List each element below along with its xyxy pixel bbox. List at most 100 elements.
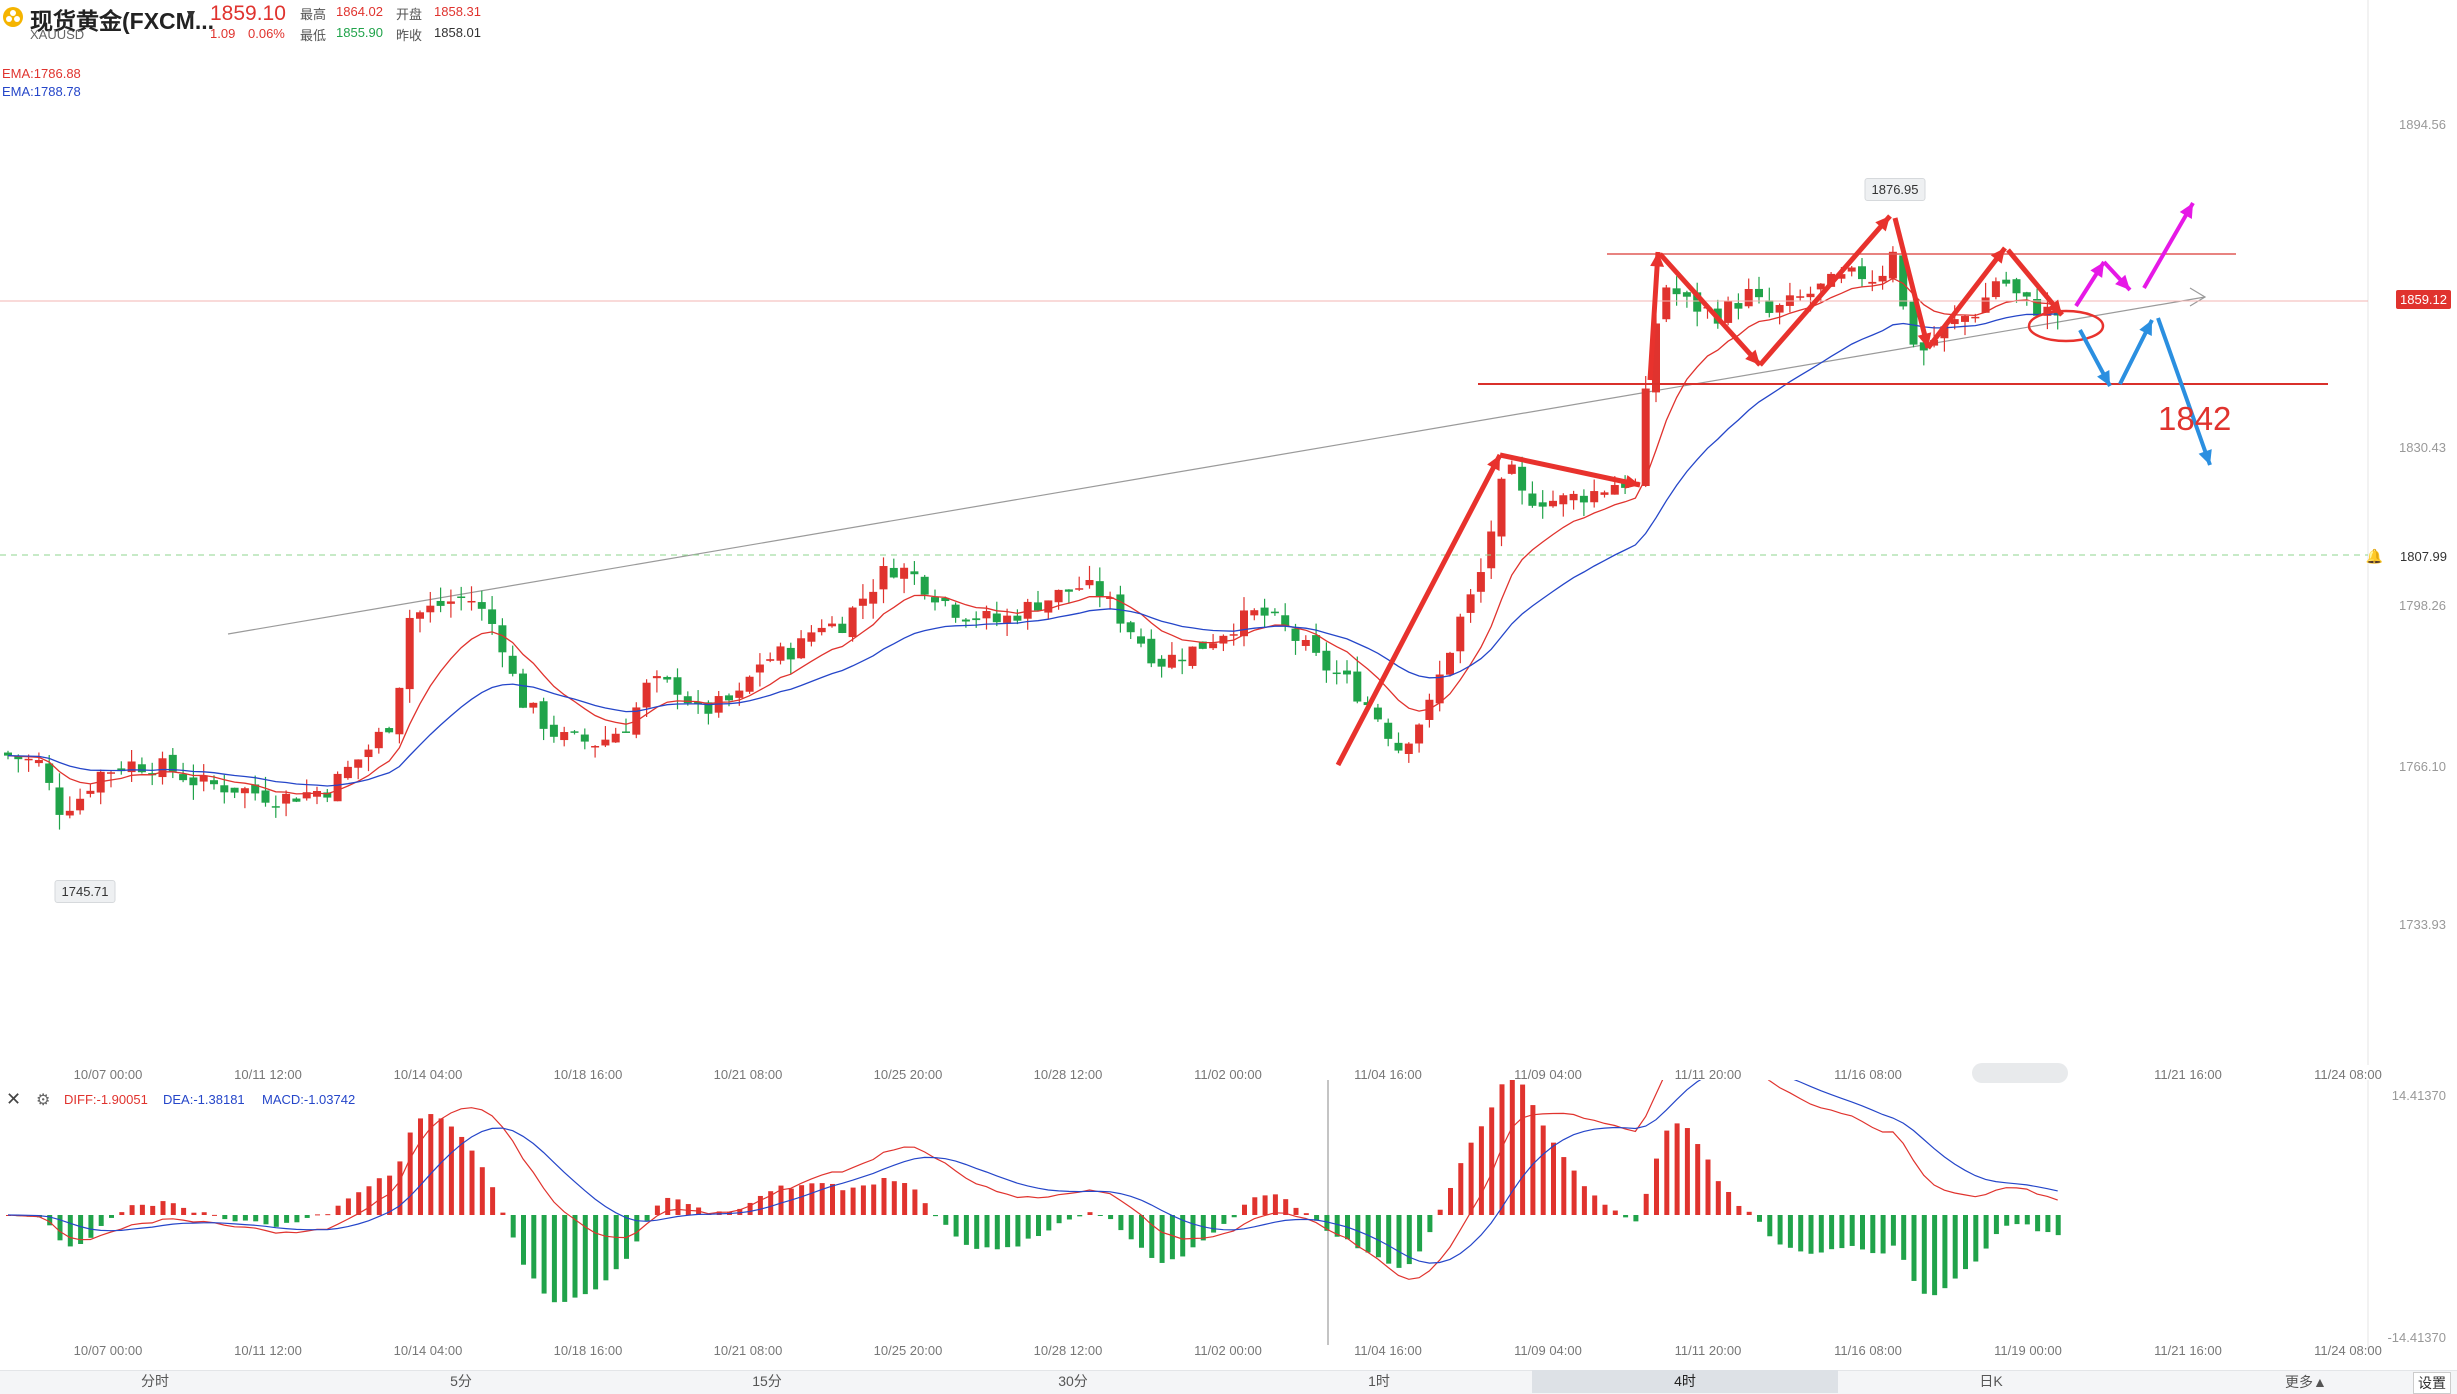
gold-symbol-icon bbox=[3, 7, 23, 27]
macd-bar bbox=[1592, 1195, 1598, 1215]
time-tick-label: 10/14 04:00 bbox=[393, 1067, 463, 1082]
candle-body bbox=[1456, 616, 1465, 652]
period-tab-2[interactable]: 15分 bbox=[752, 1373, 782, 1389]
macd-bar bbox=[1303, 1213, 1309, 1215]
candle-body bbox=[1126, 622, 1135, 633]
close-indicator-icon[interactable]: ✕ bbox=[6, 1089, 22, 1109]
candle-body bbox=[374, 731, 383, 749]
macd-bar bbox=[1726, 1191, 1732, 1215]
macd-bar bbox=[160, 1201, 166, 1215]
macd-bar bbox=[345, 1198, 351, 1215]
macd-bar bbox=[1005, 1215, 1011, 1248]
candle-body bbox=[1940, 326, 1949, 339]
macd-bar bbox=[654, 1205, 660, 1215]
candle-body bbox=[1888, 251, 1897, 279]
macd-bar bbox=[1973, 1215, 1979, 1262]
alert-bell-icon[interactable]: 🔔 bbox=[2365, 548, 2383, 564]
trend-line bbox=[227, 296, 2206, 635]
wave-arrow-7-head bbox=[1990, 248, 2005, 264]
candle-body bbox=[797, 638, 806, 659]
candle-body bbox=[168, 754, 177, 772]
macd-bar bbox=[757, 1195, 763, 1215]
macd-bar bbox=[304, 1215, 310, 1218]
candle-body bbox=[1167, 654, 1176, 668]
candle-body bbox=[673, 677, 682, 695]
candle-body bbox=[4, 752, 12, 756]
candle-body bbox=[1672, 288, 1681, 295]
candle-body bbox=[457, 596, 466, 599]
candle-body bbox=[1219, 635, 1228, 644]
candle-body bbox=[1528, 493, 1537, 506]
macd-bar bbox=[531, 1215, 537, 1279]
period-tab-1[interactable]: 5分 bbox=[450, 1373, 472, 1389]
time-tick-label: 10/07 00:00 bbox=[73, 1343, 143, 1358]
candle-body bbox=[343, 766, 352, 779]
candle-body bbox=[735, 690, 744, 698]
candle-body bbox=[1106, 597, 1115, 599]
macd-chart[interactable] bbox=[0, 1080, 2457, 1350]
candle-body bbox=[65, 810, 74, 816]
symbol-name[interactable]: 现货黄金(FXCM... bbox=[30, 8, 214, 34]
period-tab-3[interactable]: 30分 bbox=[1058, 1373, 1088, 1389]
period-tab-6[interactable]: 日K bbox=[1979, 1373, 2003, 1389]
time-tick-label: 11/16 08:00 bbox=[1834, 1067, 1902, 1082]
macd-bar bbox=[685, 1204, 691, 1215]
candle-body bbox=[1816, 283, 1825, 290]
candle-body bbox=[1085, 579, 1094, 586]
macd-bar bbox=[1921, 1215, 1927, 1294]
candle-body bbox=[951, 604, 960, 618]
macd-bar bbox=[2035, 1215, 2041, 1232]
period-tab-0[interactable]: 分时 bbox=[141, 1373, 169, 1389]
macd-bar bbox=[1252, 1197, 1258, 1215]
candle-body bbox=[549, 724, 558, 737]
macd-bar bbox=[933, 1215, 938, 1217]
candlestick-chart[interactable] bbox=[0, 0, 2457, 1065]
candle-body bbox=[1549, 500, 1557, 507]
macd-bar bbox=[212, 1214, 217, 1216]
macd-bar bbox=[1602, 1204, 1608, 1215]
candle-body bbox=[910, 571, 919, 575]
macd-bar bbox=[366, 1186, 372, 1215]
indicator-settings-icon[interactable]: ⚙ bbox=[36, 1092, 51, 1109]
settings-button[interactable]: 设置 bbox=[2413, 1372, 2451, 1394]
period-tab-5[interactable]: 4时 bbox=[1532, 1370, 1838, 1393]
macd-bar bbox=[284, 1215, 290, 1223]
wave-arrow-5-head bbox=[1875, 216, 1890, 232]
time-tick-label: 10/18 16:00 bbox=[553, 1343, 623, 1358]
wave-arrow-7 bbox=[1926, 246, 2007, 350]
macd-bar bbox=[1097, 1215, 1103, 1217]
period-tab-4[interactable]: 1时 bbox=[1368, 1373, 1390, 1389]
macd-bar bbox=[1211, 1215, 1217, 1233]
candle-body bbox=[2033, 299, 2042, 316]
bear-arrow-3 bbox=[2156, 317, 2212, 466]
macd-bar bbox=[150, 1205, 156, 1215]
macd-bar bbox=[1509, 1080, 1515, 1215]
candle-body bbox=[1755, 288, 1763, 298]
macd-bar bbox=[1983, 1215, 1989, 1249]
symbol-dropdown-icon[interactable]: ▼ bbox=[184, 6, 198, 22]
macd-diff-legend: DIFF:-1.90051 bbox=[64, 1092, 148, 1107]
macd-bar bbox=[242, 1215, 248, 1221]
macd-bar bbox=[1860, 1215, 1865, 1250]
macd-bar bbox=[397, 1161, 403, 1215]
macd-bar bbox=[448, 1126, 454, 1215]
candle-body bbox=[1054, 589, 1063, 603]
macd-bar bbox=[1427, 1215, 1433, 1233]
macd-bar bbox=[2004, 1215, 2010, 1226]
current-price-tag: 1859.12 bbox=[2396, 290, 2451, 309]
macd-bar bbox=[1767, 1215, 1773, 1237]
wave-arrow-1-head bbox=[1487, 455, 1500, 471]
candle-body bbox=[1147, 638, 1156, 664]
macd-bar bbox=[572, 1215, 578, 1298]
macd-bar bbox=[1746, 1211, 1752, 1215]
candle-body bbox=[364, 749, 373, 758]
candle-body bbox=[1641, 388, 1650, 487]
more-periods-button[interactable]: 更多▲ bbox=[2285, 1374, 2327, 1390]
macd-bar bbox=[922, 1203, 928, 1215]
macd-bar bbox=[613, 1215, 619, 1270]
candle-body bbox=[45, 763, 54, 783]
candle-body bbox=[1023, 601, 1032, 619]
time-tick-label: 10/18 16:00 bbox=[553, 1067, 623, 1082]
macd-bar bbox=[737, 1208, 743, 1215]
macd-bar bbox=[1880, 1215, 1886, 1254]
